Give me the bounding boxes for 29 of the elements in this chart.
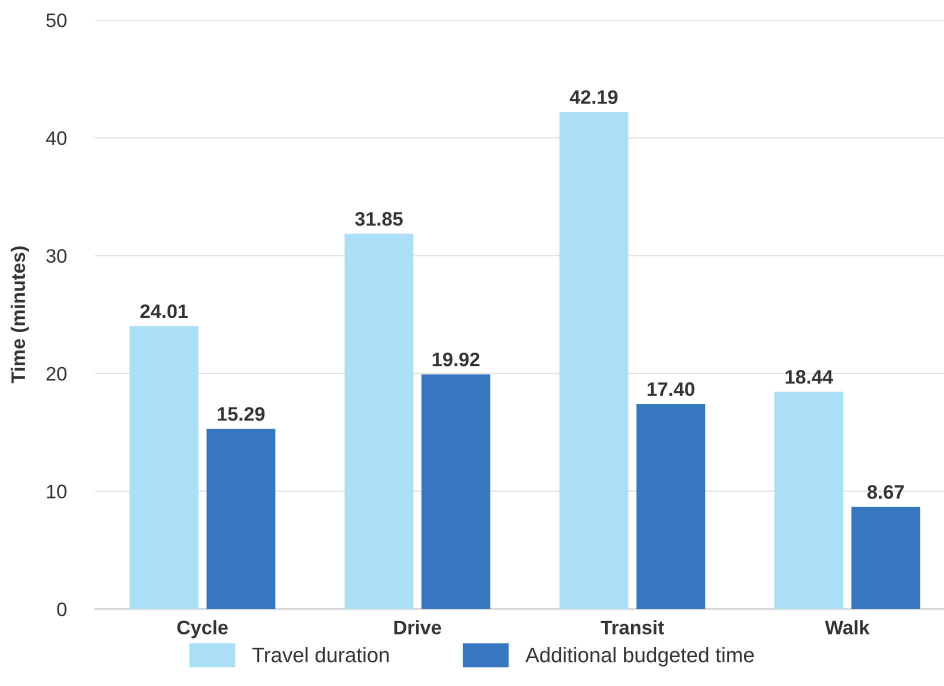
x-tick-label: Transit — [600, 620, 664, 634]
data-label: 19.92 — [432, 352, 480, 366]
legend-label: Additional budgeted time — [525, 647, 754, 666]
y-tick-label: 20 — [46, 366, 66, 381]
bar — [636, 404, 706, 609]
bar — [774, 392, 844, 609]
y-tick-label: 50 — [46, 13, 66, 28]
bar — [206, 428, 276, 609]
y-tick-label: 0 — [57, 602, 66, 616]
legend-label: Travel duration — [252, 647, 389, 662]
bar — [559, 112, 628, 609]
y-tick-label: 30 — [46, 249, 66, 263]
bar — [344, 234, 414, 609]
data-label: 42.19 — [570, 90, 618, 104]
bar — [421, 374, 490, 609]
y-axis-title: Time (minutes) — [10, 246, 29, 384]
bar — [130, 326, 198, 609]
data-label: 17.40 — [648, 382, 694, 396]
data-label: 15.29 — [218, 407, 265, 421]
x-tick-label: Cycle — [177, 620, 228, 638]
y-tick-label: 40 — [46, 131, 66, 146]
x-tick-label: Drive — [394, 620, 442, 634]
data-label: 8.67 — [867, 485, 904, 499]
data-label: 24.01 — [140, 304, 188, 318]
data-label: 18.44 — [786, 370, 834, 384]
data-label: 31.85 — [355, 212, 403, 226]
y-tick-label: 10 — [47, 484, 66, 498]
x-tick-label: Walk — [824, 620, 870, 634]
bar — [851, 506, 920, 609]
